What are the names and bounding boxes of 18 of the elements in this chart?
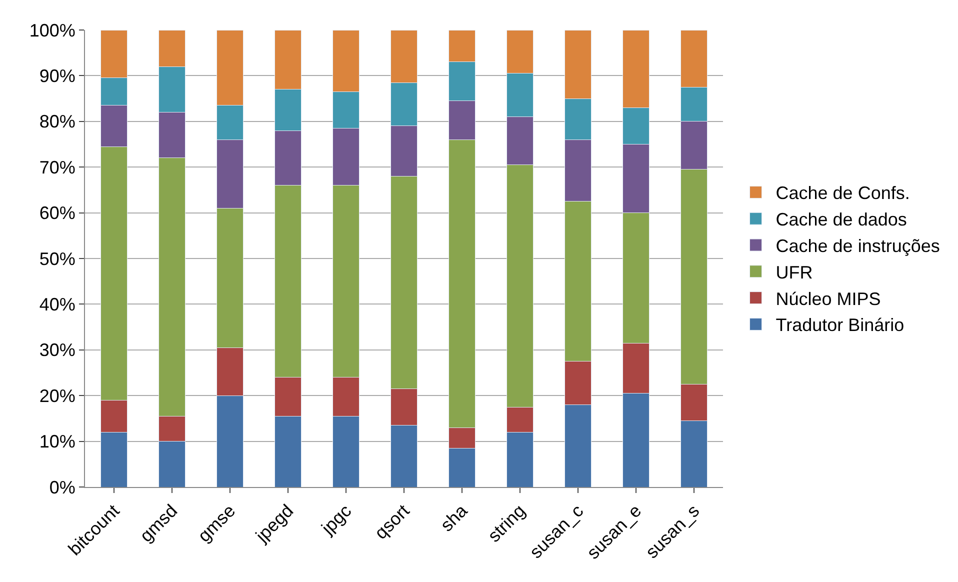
legend-label: Tradutor Binário (776, 315, 904, 336)
legend-label: Cache de dados (776, 210, 907, 230)
y-tick-label: 100% (29, 20, 76, 40)
y-tick-label: 70% (39, 157, 76, 178)
legend-label: Núcleo MIPS (776, 288, 881, 309)
y-tick-label: 0% (49, 477, 76, 498)
y-tick-label: 50% (39, 248, 76, 269)
y-tick-label: 60% (39, 203, 76, 224)
y-tick-label: 30% (39, 340, 76, 360)
y-tick-label: 20% (39, 386, 76, 406)
y-tick-label: 10% (39, 432, 76, 452)
y-tick-label: 80% (39, 112, 76, 132)
x-tick-label: sha (436, 500, 472, 536)
y-tick-label: 40% (39, 294, 76, 314)
legend-label: Cache de Confs. (776, 183, 910, 204)
legend-label: Cache de instruções (776, 236, 940, 256)
y-tick-label: 90% (39, 66, 76, 86)
legend-label: UFR (776, 262, 813, 282)
